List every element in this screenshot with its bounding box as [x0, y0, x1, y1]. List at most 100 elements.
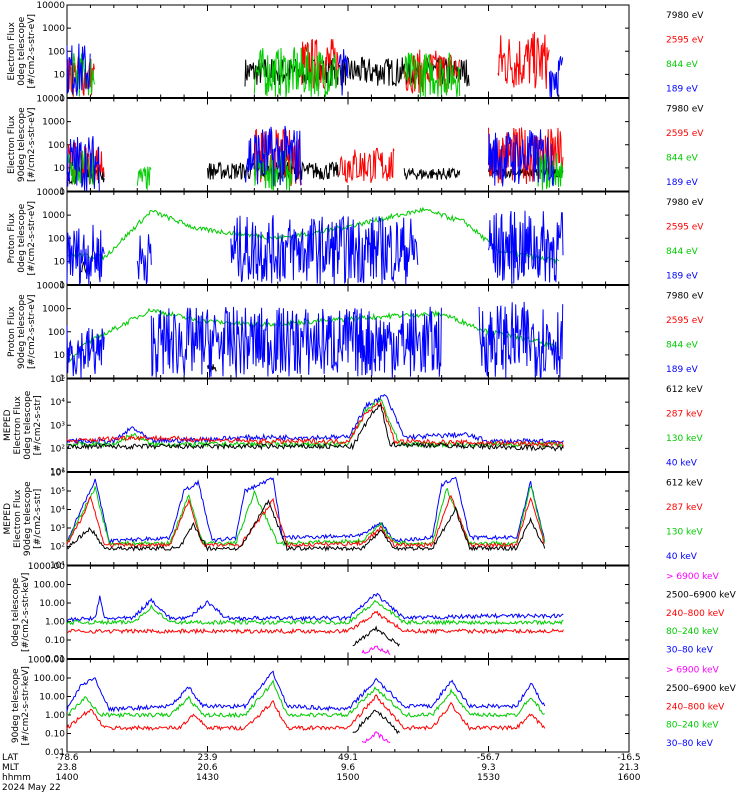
panel-4-ylabel: Electron Flux	[13, 395, 23, 454]
panel-0-ylabel: [#/cm2-s-str-eV]	[27, 14, 37, 89]
panel-6-ytick-label: 0.01	[45, 655, 65, 665]
panel-6-frame	[66, 565, 630, 659]
panel-5-ytick-label: 10³	[50, 524, 65, 534]
panel-7-series-4	[361, 731, 391, 744]
panel-7-series-2	[66, 694, 546, 732]
x-axis-tick-label: -56.7	[477, 753, 500, 763]
x-axis-tick-label: 23.8	[57, 763, 77, 773]
panel-1-ytick-label: 1000	[42, 118, 65, 128]
panel-7-legend-item: 30–80 keV	[666, 739, 714, 749]
x-axis-tick-label: -16.5	[617, 753, 640, 763]
panel-6-ylabel: [#/cm2-s-str-keV]	[21, 573, 31, 652]
panel-6-ytick-label: 1000.00	[28, 562, 65, 572]
panel-4-ytick-label: 10²	[50, 444, 65, 454]
panel-1-series-2	[66, 149, 564, 191]
panel-5-ytick-label: 10⁶	[50, 469, 65, 479]
x-axis-tick-label: 1500	[337, 773, 360, 783]
panel-7-legend-item: 80–240 keV	[666, 721, 719, 731]
panel-4-ylabel: [#/cm2-s-str]	[33, 395, 43, 455]
x-axis-tick-label: 21.3	[619, 763, 639, 773]
panel-2-legend-item: 189 eV	[666, 272, 699, 282]
panel-6-legend-item: 80–240 keV	[666, 627, 719, 637]
panel-0-ytick-label: 10	[54, 70, 66, 80]
panel-7-legend-item: 240–800 keV	[666, 702, 725, 712]
panel-3-ylabel: Proton Flux	[7, 306, 17, 357]
panel-1-series-3	[66, 125, 555, 192]
panel-1-ylabel: [#/cm2-s-str-eV]	[27, 107, 37, 182]
panel-3-legend-item: 7980 eV	[666, 292, 704, 302]
panel-4-ytick-label: 10⁵	[50, 375, 65, 385]
panel-7-ylabel: [#/cm2-s-str-keV]	[21, 666, 31, 745]
panel-6-series-4	[361, 645, 391, 656]
x-axis-tick-label: 1400	[56, 773, 79, 783]
panel-6-ylabel: 0deg telescope	[11, 577, 21, 647]
panel-1-ylabel: 90deg telescope	[17, 107, 27, 182]
panel-2-ylabel: Proton Flux	[7, 212, 17, 263]
x-axis-tick-label: 20.6	[197, 763, 217, 773]
panel-1-legend-item: 189 eV	[666, 178, 699, 188]
panel-5-ytick-label: 10⁵	[50, 487, 65, 497]
panel-4-legend-item: 612 keV	[666, 385, 703, 395]
panel-7-ytick-label: 10.00	[39, 693, 65, 703]
panel-0-ytick-label: 10000	[36, 1, 65, 11]
panel-5-series-3	[66, 499, 546, 552]
panel-5-ytick-label: 10⁴	[50, 506, 65, 516]
panel-6-series-0	[66, 592, 564, 623]
panel-5-ylabel: 90deg telescope	[23, 481, 33, 556]
panel-2-legend-item: 7980 eV	[666, 198, 704, 208]
panel-3-ylabel: [#/cm2-s-str-eV]	[27, 294, 37, 369]
panel-3-ytick-label: 1000	[42, 305, 65, 315]
panel-4-legend-item: 40 keV	[666, 459, 698, 469]
panel-4-ylabel: MEPED	[3, 409, 13, 441]
panel-4-series-2	[66, 400, 564, 449]
panel-5-series-2	[66, 495, 545, 549]
panel-4-series-1	[66, 398, 564, 449]
panel-7-series-0	[66, 670, 546, 713]
panel-4-ytick-label: 10⁴	[50, 398, 65, 408]
panel-4-ytick-label: 10³	[50, 421, 65, 431]
x-axis-tick-label: 9.6	[341, 763, 356, 773]
panel-3-series-1	[66, 307, 559, 362]
panel-2-legend-item: 2595 eV	[666, 223, 704, 233]
panel-5-legend-item: 130 keV	[666, 528, 703, 538]
panel-0-legend-item: 189 eV	[666, 85, 699, 95]
panel-0-ytick-label: 1000	[42, 24, 65, 34]
panel-4-legend-item: 130 keV	[666, 434, 703, 444]
panel-3-ytick-label: 10	[54, 351, 66, 361]
panel-0-series-3	[66, 43, 564, 98]
panel-2-series-2	[66, 210, 564, 285]
panel-6-series-3	[352, 625, 400, 647]
panel-1-ytick-label: 1	[59, 187, 65, 197]
panel-7-ytick-label: 0.10	[45, 730, 65, 740]
panel-7-ytick-label: 1000.00	[28, 656, 65, 666]
panel-7-series-1	[66, 679, 545, 719]
panel-4-series-3	[66, 403, 564, 452]
panel-5-legend-item: 287 keV	[666, 503, 703, 513]
panel-6-legend-item: 2500–6900 keV	[666, 590, 737, 600]
panel-2-ylabel: 0deg telescope	[17, 203, 27, 273]
panel-5-frame	[66, 472, 630, 566]
panel-2-ytick-label: 1000	[42, 211, 65, 221]
panel-3-legend-item: 2595 eV	[666, 316, 704, 326]
panel-7-ytick-label: 1.00	[45, 711, 65, 721]
panel-6-ytick-label: 1.00	[45, 618, 65, 628]
panel-5-ytick-label: 10¹	[50, 561, 65, 571]
panel-5-legend-item: 612 keV	[666, 479, 703, 489]
x-axis-tick-label: 49.1	[338, 753, 358, 763]
panel-6-series-2	[66, 610, 564, 635]
panel-5-ylabel: MEPED	[3, 503, 13, 535]
panel-6-legend-item: > 6900 keV	[666, 572, 720, 582]
panel-6-ytick-label: 0.10	[45, 636, 65, 646]
panel-3-ytick-label: 10000	[36, 282, 65, 292]
panel-0-ylabel: 0deg telescope	[17, 16, 27, 86]
panel-3-series-2	[66, 301, 564, 379]
panel-5-legend-item: 40 keV	[666, 552, 698, 562]
date-label: 2024 May 22	[2, 783, 61, 793]
panel-1-legend-item: 2595 eV	[666, 129, 704, 139]
panel-6-ytick-label: 10.00	[39, 599, 65, 609]
panel-0-ytick-label: 1	[59, 94, 65, 104]
panel-7-ylabel: 90deg telescope	[11, 668, 21, 743]
panel-7-ytick-label: 0.01	[45, 748, 65, 758]
panel-5-ylabel: Electron Flux	[13, 489, 23, 548]
